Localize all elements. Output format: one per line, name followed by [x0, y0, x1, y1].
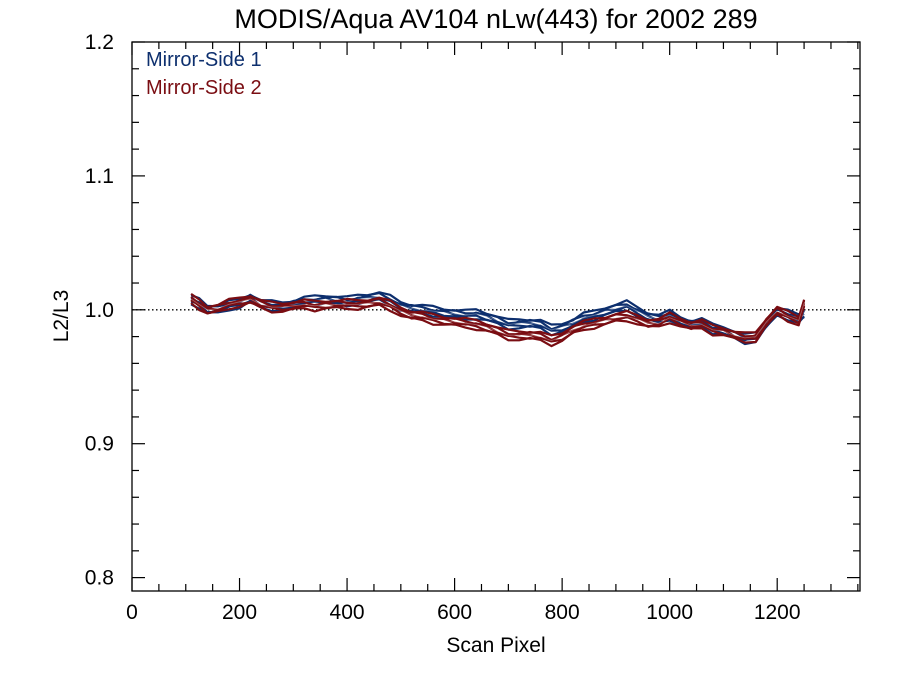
- series-group: [190, 291, 806, 348]
- series-2-highlight: [190, 298, 805, 342]
- x-tick-label: 1000: [646, 601, 693, 624]
- legend-entry-2: Mirror-Side 2: [146, 77, 262, 99]
- y-tick-label: 1.1: [85, 165, 114, 188]
- x-tick-label: 200: [222, 601, 257, 624]
- x-tick-label: 1200: [754, 601, 801, 624]
- legend: Mirror-Side 1 Mirror-Side 2: [146, 49, 262, 99]
- chart-title: MODIS/Aqua AV104 nLw(443) for 2002 289: [234, 4, 757, 34]
- plot-frame: [131, 41, 861, 592]
- x-tick-label: 600: [437, 601, 472, 624]
- tick-labels-group: 0 200 400 600 800 1000 1200 0.8 0.9 1.0 1.1 1.2: [85, 31, 801, 624]
- y-tick-label: 0.8: [85, 567, 114, 590]
- series-2-trace-3: [190, 297, 806, 342]
- series-2: [190, 292, 806, 348]
- series-1-trace-5: [190, 291, 805, 335]
- ticks-group: [131, 41, 860, 591]
- legend-entry-1: Mirror-Side 1: [146, 49, 262, 71]
- y-tick-label: 0.9: [85, 433, 114, 456]
- y-tick-label: 1.2: [85, 31, 114, 54]
- series-2-trace-5: [190, 292, 806, 337]
- y-axis-label: L2/L3: [50, 290, 73, 343]
- y-tick-label: 1.0: [85, 299, 114, 322]
- x-tick-label: 0: [126, 601, 138, 624]
- x-tick-label: 800: [545, 601, 580, 624]
- x-tick-label: 400: [330, 601, 365, 624]
- x-axis-label: Scan Pixel: [446, 634, 545, 657]
